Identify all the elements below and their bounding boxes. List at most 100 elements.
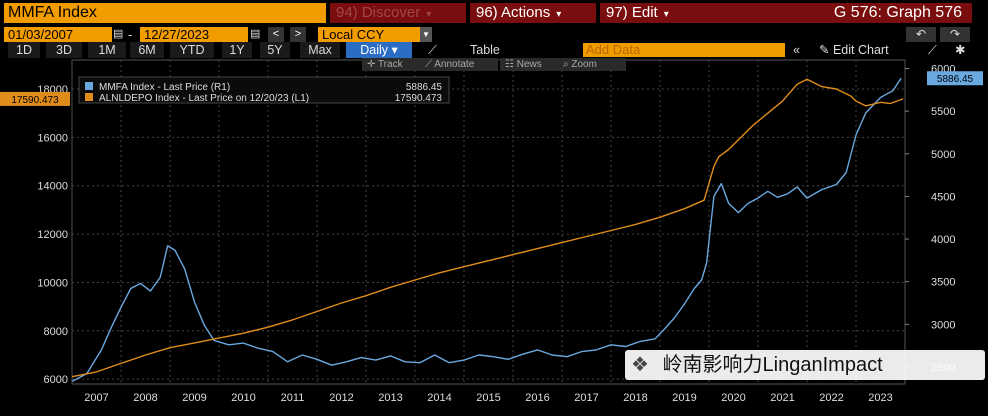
header-bar: MMFA Index 94) Discover ▾ 96) Actions ▾ 97… (0, 0, 988, 25)
table-button[interactable]: Table (470, 43, 500, 57)
x-tick-label: 2022 (819, 392, 843, 404)
range-5y-button[interactable]: 5Y (260, 42, 290, 58)
date-bar: 01/03/2007 ▤ - 12/27/2023 ▤ < > Local CC… (0, 26, 988, 42)
legend-swatch (85, 93, 93, 101)
graph-title: G 576: Graph 576 (686, 3, 972, 23)
edit-chart-label: Edit Chart (832, 43, 889, 57)
watermark: ❖ 岭南影响力LinganImpact (625, 350, 985, 380)
zoom-tool[interactable]: ⌕ Zoom (558, 58, 626, 71)
x-axis: 2007 2008 2009 2010 2011 2012 2013 2014 2015 2016… (84, 392, 892, 404)
right-axis: 25003000350040004500500055006000 (905, 64, 955, 374)
range-6m-button[interactable]: 6M (130, 42, 164, 58)
date-separator: - (128, 27, 133, 42)
range-max-button[interactable]: Max (300, 42, 340, 58)
edit-menu-label: 97) Edit (606, 4, 658, 21)
discover-menu[interactable]: 94) Discover ▾ (330, 3, 466, 23)
range-bar: 1D 3D 1M 6M YTD 1Y 5Y Max Daily ▾ ⟋ Tabl… (0, 42, 988, 58)
discover-menu-label: 94) Discover (336, 4, 421, 21)
track-tool[interactable]: ✛ Track (362, 58, 424, 71)
right-tick-label: 4000 (931, 234, 955, 246)
left-tick-label: 14000 (37, 181, 68, 193)
left-tick-label: 8000 (44, 326, 68, 338)
x-tick-label: 2013 (378, 392, 402, 404)
right-tick-label: 5000 (931, 149, 955, 161)
right-tick-label: 4500 (931, 191, 955, 203)
edit-chart-button[interactable]: ✎ Edit Chart (819, 42, 915, 58)
x-tick-label: 2010 (231, 392, 255, 404)
legend-swatch (85, 82, 93, 90)
left-tick-label: 10000 (37, 277, 68, 289)
right-tick-label: 5500 (931, 106, 955, 118)
ticker-field[interactable]: MMFA Index (4, 3, 326, 23)
line-chart-icon[interactable]: ⟋ (428, 43, 437, 57)
plot-frame (71, 59, 906, 385)
annotate-label: Annotate (434, 59, 475, 70)
x-tick-label: 2019 (672, 392, 696, 404)
x-tick-label: 2014 (427, 392, 451, 404)
mmfa-index-line (71, 77, 902, 383)
news-tool[interactable]: ☷ News (500, 58, 558, 71)
legend-box (78, 76, 450, 104)
collapse-icon[interactable]: « (793, 43, 800, 57)
chevron-down-icon[interactable]: ▼ (420, 27, 432, 42)
chevron-down-icon: ▾ (391, 43, 398, 57)
annotate-tool[interactable]: ⟋ Annotate (420, 58, 498, 71)
wechat-icon: ❖ (631, 354, 649, 376)
right-tick-label: 3000 (931, 319, 955, 331)
alnldepo-index-line (71, 78, 904, 378)
x-tick-label: 2023 (868, 392, 892, 404)
track-label: Track (377, 59, 403, 70)
last-value-labels: 17590.473 5886.45 (0, 71, 983, 106)
start-date-field[interactable]: 01/03/2007 (4, 27, 112, 42)
x-tick-label: 2020 (721, 392, 745, 404)
grid (71, 59, 906, 385)
actions-menu[interactable]: 96) Actions ▾ (470, 3, 596, 23)
chart-settings-icon[interactable]: ⟋ (928, 43, 937, 57)
edit-menu[interactable]: 97) Edit ▾ (600, 3, 690, 23)
news-label: News (516, 59, 542, 70)
range-3d-button[interactable]: 3D (46, 42, 82, 58)
undo-icon[interactable]: ↶ (906, 27, 936, 42)
x-tick-label: 2018 (623, 392, 647, 404)
left-tick-label: 16000 (37, 132, 68, 144)
watermark-text: 岭南影响力LinganImpact (662, 354, 883, 376)
frequency-label: Daily (360, 43, 389, 57)
left-last-value: 17590.473 (11, 95, 59, 106)
legend-value: 5886.45 (406, 82, 443, 93)
range-1m-button[interactable]: 1M (88, 42, 126, 58)
range-1y-button[interactable]: 1Y (222, 42, 252, 58)
legend-label: MMFA Index - Last Price (R1) (99, 82, 230, 93)
x-tick-label: 2007 (84, 392, 108, 404)
chevron-down-icon: ▾ (426, 9, 432, 20)
legend-label: ALNLDEPO Index - Last Price on 12/20/23 … (99, 93, 309, 104)
gear-icon[interactable]: ✱ (955, 43, 966, 57)
prev-period-button[interactable]: < (268, 27, 284, 42)
series-lines (71, 77, 904, 383)
calendar-icon[interactable]: ▤ (113, 28, 124, 40)
chevron-down-icon: ▾ (663, 9, 669, 20)
x-tick-label: 2017 (574, 392, 598, 404)
actions-menu-label: 96) Actions (476, 4, 551, 21)
range-ytd-button[interactable]: YTD (170, 42, 214, 58)
end-date-field[interactable]: 12/27/2023 (140, 27, 248, 42)
currency-select[interactable]: Local CCY (318, 27, 420, 42)
right-last-value: 5886.45 (937, 74, 974, 85)
redo-icon[interactable]: ↷ (940, 27, 970, 42)
right-last-tag (927, 71, 983, 86)
left-last-tag (0, 91, 70, 106)
legend: MMFA Index - Last Price (R1) 5886.45 ALNLD… (78, 76, 450, 104)
left-tick-label: 12000 (37, 229, 68, 241)
next-period-button[interactable]: > (290, 27, 306, 42)
x-tick-label: 2011 (281, 392, 305, 404)
right-tick-label: 3500 (931, 277, 955, 289)
frequency-select[interactable]: Daily ▾ (346, 42, 412, 58)
range-1d-button[interactable]: 1D (8, 42, 40, 58)
x-tick-label: 2009 (182, 392, 206, 404)
pencil-icon: ✎ (819, 43, 830, 57)
calendar-icon[interactable]: ▤ (250, 28, 261, 40)
x-tick-label: 2021 (770, 392, 794, 404)
left-tick-label: 6000 (44, 374, 68, 386)
add-data-input[interactable]: Add Data (583, 43, 785, 57)
zoom-label: Zoom (571, 59, 597, 70)
